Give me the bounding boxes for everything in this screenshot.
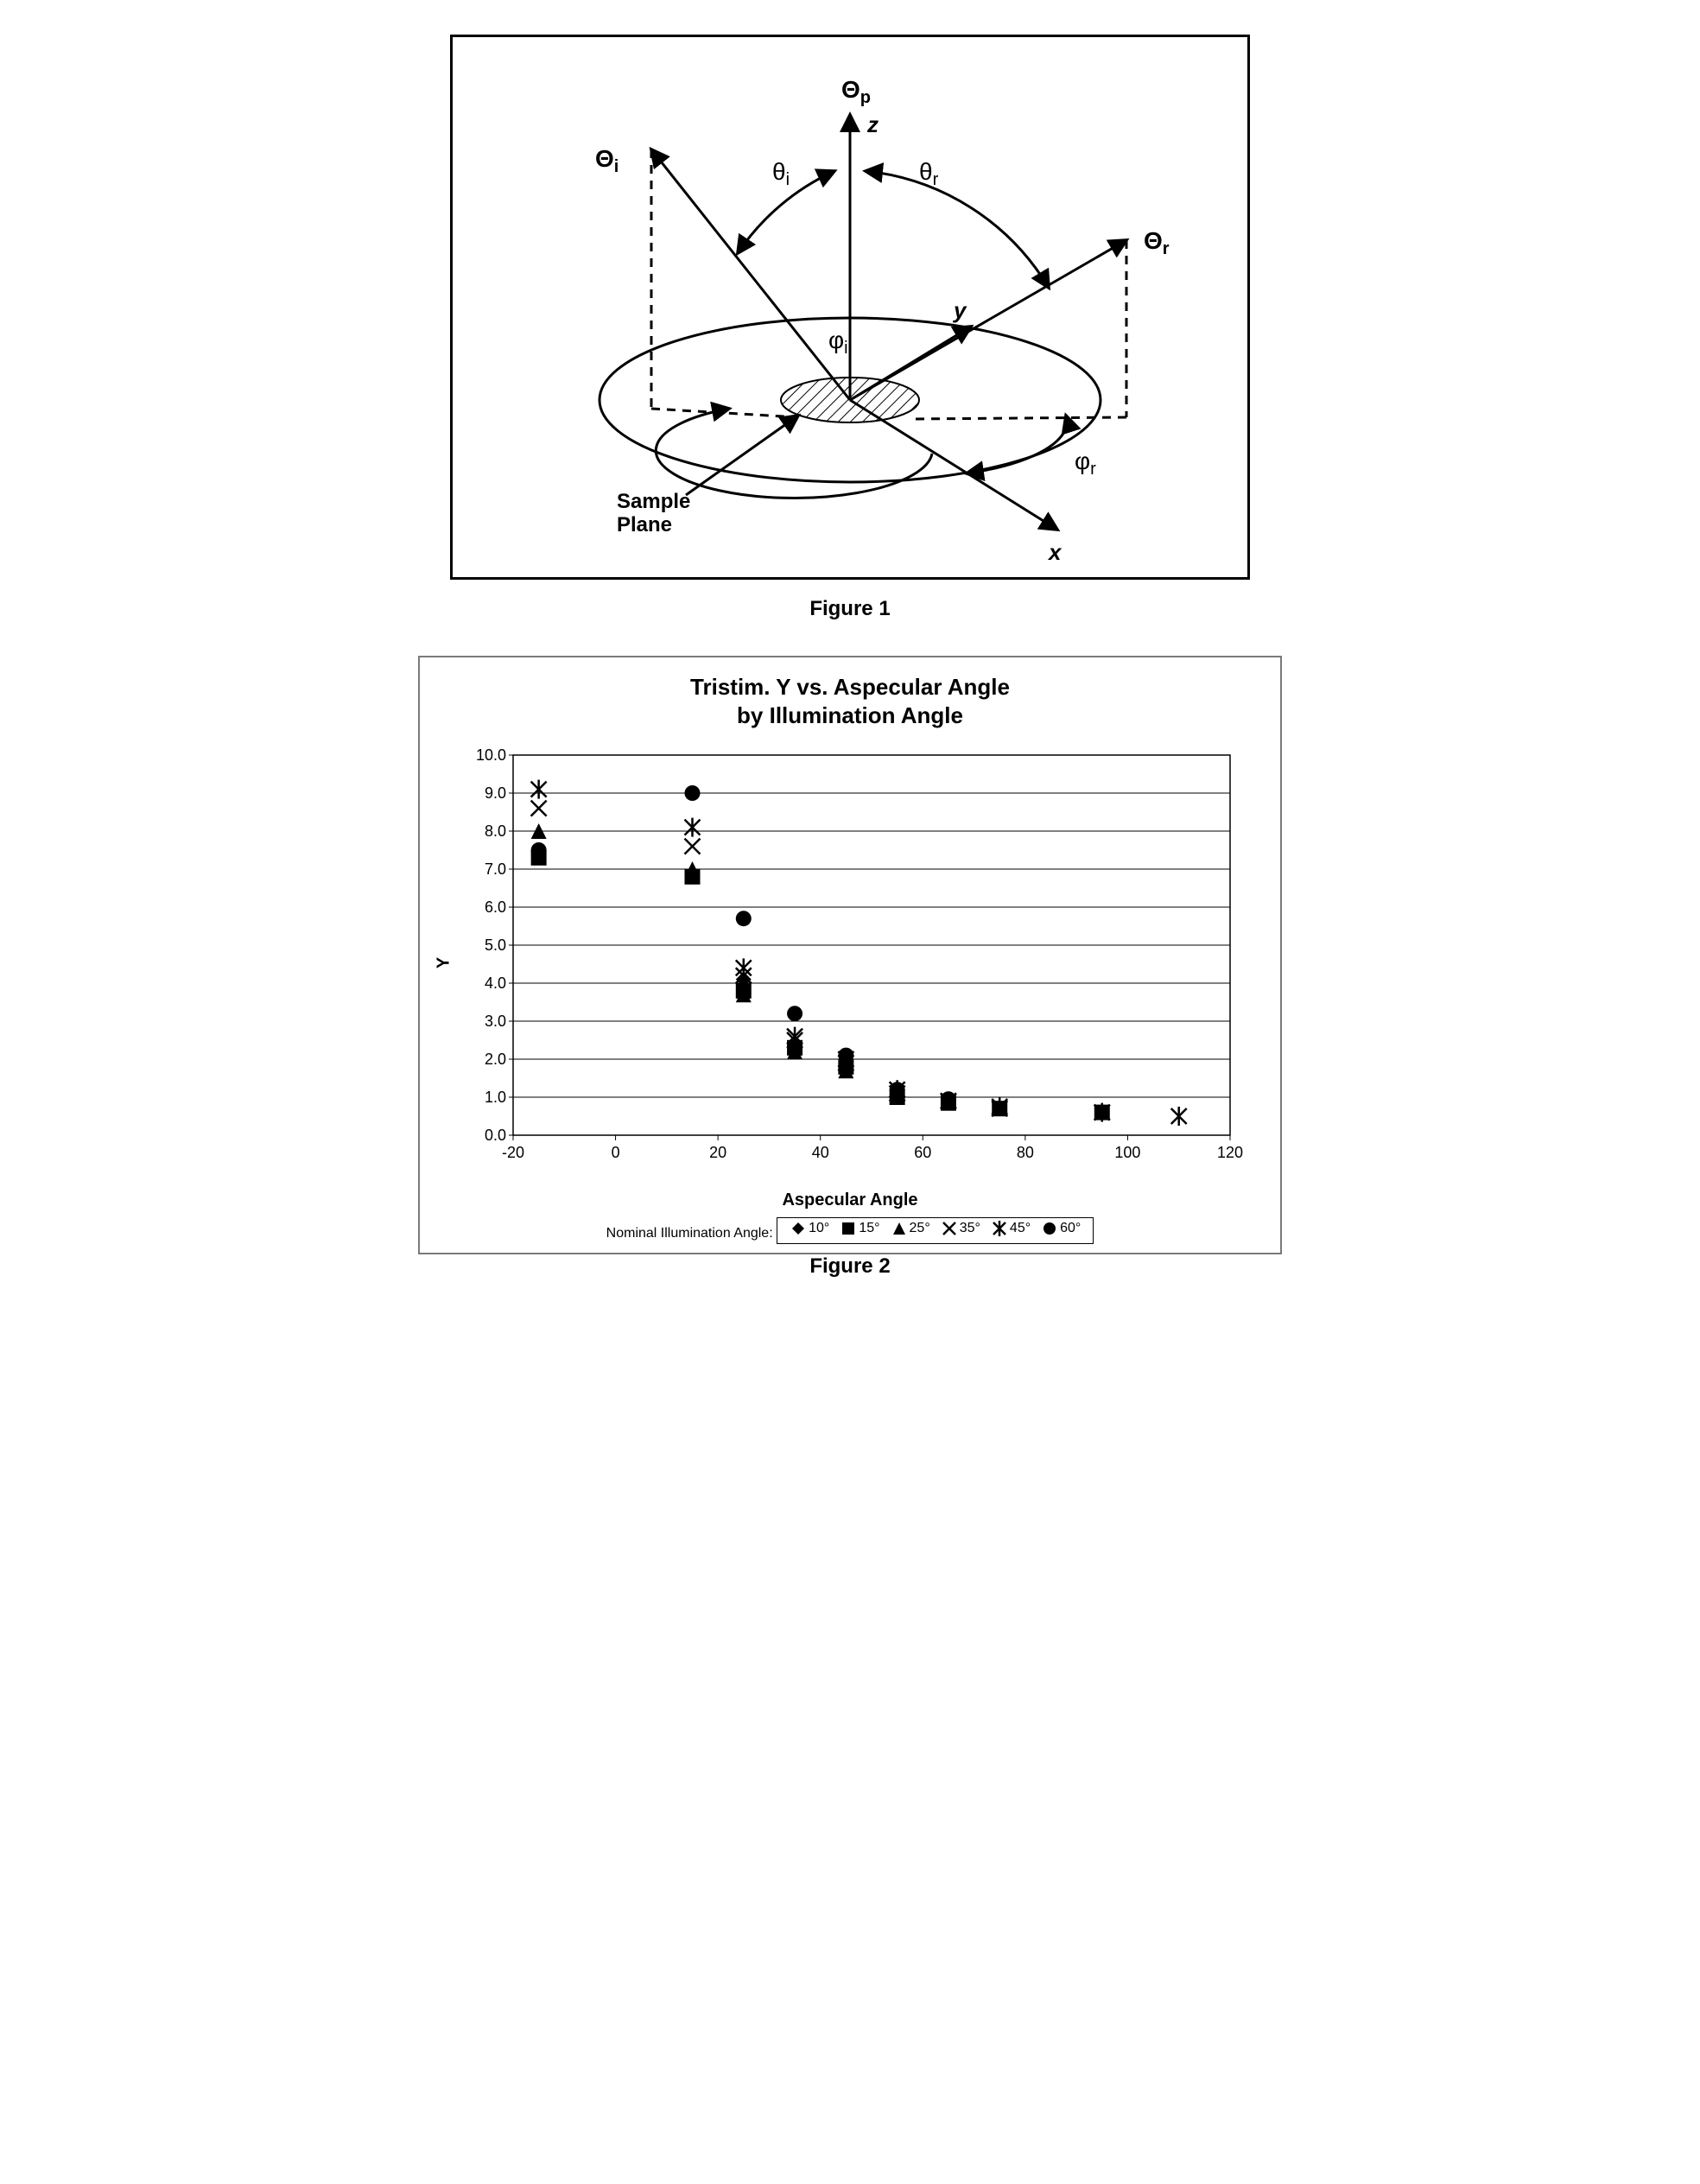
legend-item: 25° [891, 1220, 930, 1237]
chart-xlabel: Aspecular Angle [435, 1190, 1265, 1210]
svg-text:0.0: 0.0 [485, 1127, 506, 1144]
legend-box: 10° 15° 25° 35° 45° 60° [777, 1217, 1094, 1244]
figure2-box: Tristim. Y vs. Aspecular Angle by Illumi… [418, 656, 1282, 1254]
chart-title: Tristim. Y vs. Aspecular Angle by Illumi… [435, 673, 1265, 729]
figure1-caption: Figure 1 [809, 597, 890, 621]
svg-text:9.0: 9.0 [485, 784, 506, 802]
legend-item: 35° [941, 1220, 980, 1237]
svg-text:φi: φi [828, 327, 848, 358]
svg-text:φr: φr [1075, 448, 1096, 479]
svg-text:0: 0 [612, 1144, 620, 1161]
svg-text:8.0: 8.0 [485, 822, 506, 840]
svg-text:-20: -20 [502, 1144, 524, 1161]
svg-text:80: 80 [1017, 1144, 1034, 1161]
svg-text:6.0: 6.0 [485, 898, 506, 916]
chart-legend: Nominal Illumination Angle: 10° 15° 25° 35°… [435, 1217, 1265, 1244]
svg-text:Plane: Plane [617, 513, 672, 536]
legend-item: 10° [790, 1220, 829, 1237]
svg-text:40: 40 [812, 1144, 829, 1161]
svg-text:Θr: Θr [1144, 227, 1170, 258]
figure2-caption: Figure 2 [809, 1254, 890, 1279]
chart-ylabel: Y [435, 954, 454, 971]
svg-text:5.0: 5.0 [485, 936, 506, 954]
figure1-box: Θp z Θi Θr θi θr φi φr y x SamplePlane [450, 35, 1250, 580]
svg-text:100: 100 [1114, 1144, 1140, 1161]
svg-text:θi: θi [772, 158, 790, 189]
svg-text:2.0: 2.0 [485, 1051, 506, 1068]
svg-text:3.0: 3.0 [485, 1013, 506, 1030]
legend-prefix: Nominal Illumination Angle: [606, 1226, 773, 1241]
svg-text:Θp: Θp [841, 76, 871, 107]
svg-text:60: 60 [914, 1144, 931, 1161]
chart-title-line2: by Illumination Angle [737, 702, 963, 728]
svg-text:20: 20 [709, 1144, 726, 1161]
svg-text:120: 120 [1217, 1144, 1243, 1161]
legend-item: 60° [1041, 1220, 1081, 1237]
svg-text:θr: θr [919, 158, 939, 189]
chart-title-line1: Tristim. Y vs. Aspecular Angle [690, 674, 1010, 700]
svg-text:7.0: 7.0 [485, 860, 506, 878]
svg-text:4.0: 4.0 [485, 975, 506, 992]
svg-text:Sample: Sample [617, 490, 690, 513]
svg-text:y: y [952, 297, 967, 323]
svg-text:Θi: Θi [595, 145, 618, 176]
svg-text:z: z [866, 111, 879, 137]
figure1-diagram: Θp z Θi Θr θi θr φi φr y x SamplePlane [453, 37, 1247, 573]
svg-text:10.0: 10.0 [476, 746, 506, 764]
svg-text:1.0: 1.0 [485, 1089, 506, 1106]
figure2-chart: 0.0 1.0 2.0 3.0 4.0 5.0 6.0 7.0 8.0 9.0 10.0 -20 0 20… [453, 738, 1247, 1187]
svg-text:x: x [1047, 539, 1062, 565]
legend-item: 15° [840, 1220, 879, 1237]
legend-item: 45° [991, 1220, 1031, 1237]
